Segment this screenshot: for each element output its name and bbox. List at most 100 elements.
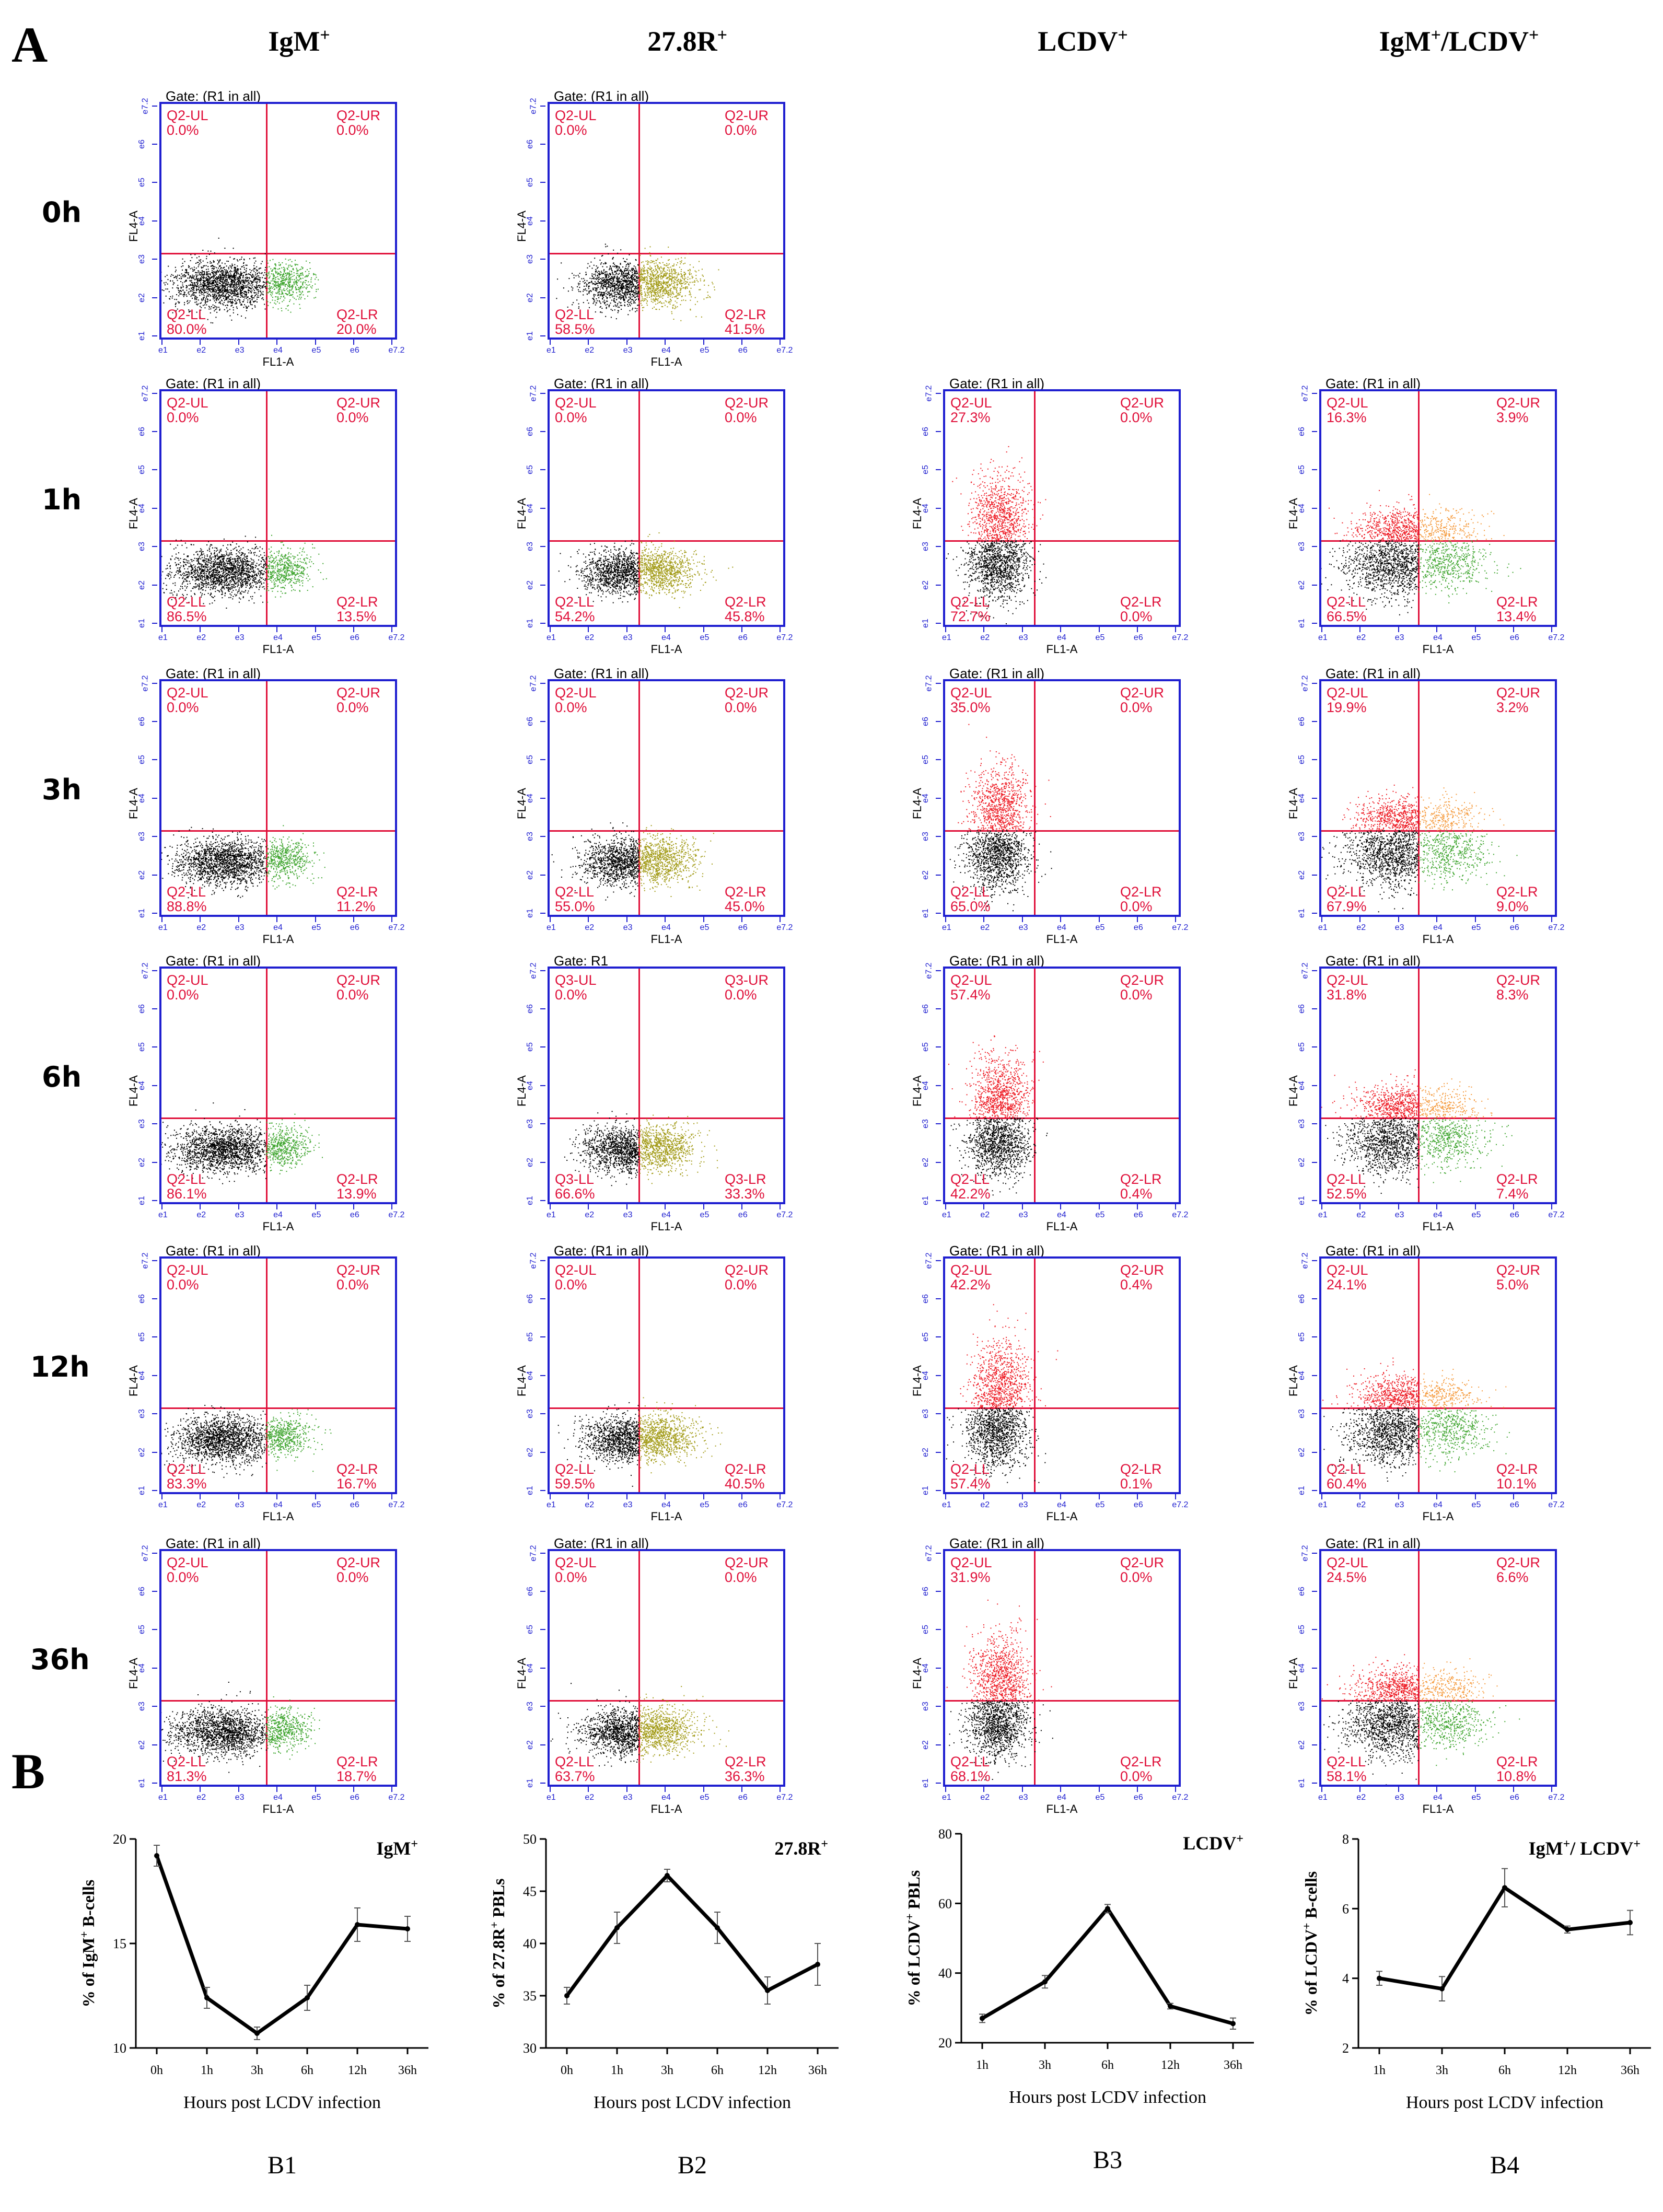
quadrant-ll-label: Q2-LL 67.9% <box>1327 884 1367 914</box>
quadrant-ul-label: Q2-UL 42.2% <box>950 1262 992 1293</box>
x-tick-label: e2 <box>196 1793 206 1802</box>
row-label-0h: 0h <box>42 196 82 229</box>
x-tick-label: e2 <box>980 1210 990 1219</box>
plot-frame: Q2-UL 35.0% Q2-UR 0.0% Q2-LL 65.0% Q2-LR 0.0% <box>943 679 1181 917</box>
quadrant-ll-value: 66.6% <box>555 1186 595 1202</box>
gate-label: Gate: (R1 in all) <box>166 88 261 104</box>
y-tick <box>1312 1413 1317 1415</box>
plot-frame: Q2-UL 0.0% Q2-UR 0.0% Q2-LL 55.0% Q2-LR 45.0% <box>548 679 785 917</box>
gate-label: Gate: (R1 in all) <box>166 1535 261 1551</box>
quadrant-lr-value: 13.4% <box>1496 609 1537 624</box>
x-tick-label: e6 <box>1133 633 1143 642</box>
y-tick <box>1312 507 1317 509</box>
y-axis-label: FL4-A <box>515 1365 528 1396</box>
y-axis-ticks: e1 e2 e3 e4 e5 e6 e7.2 <box>526 385 548 628</box>
quadrant-ll-label: Q2-LL 81.3% <box>167 1754 207 1784</box>
x-tick-label-1h: 1h <box>1373 2064 1386 2077</box>
y-tick-label: e6 <box>1297 1004 1306 1014</box>
y-tick <box>540 1085 545 1086</box>
gate-label: Gate: (R1 in all) <box>949 1243 1045 1259</box>
y-tick <box>152 1298 157 1300</box>
x-tick <box>1321 627 1322 632</box>
y-tick-label: e3 <box>137 1119 146 1129</box>
quadrant-lr-value: 0.1% <box>1120 1476 1153 1492</box>
y-tick <box>936 1336 941 1338</box>
x-tick <box>353 1204 354 1209</box>
x-tick-label: e7.2 <box>388 346 405 355</box>
quadrant-lr-value: 13.5% <box>336 609 377 624</box>
quadrant-lr-value: 36.3% <box>725 1768 765 1784</box>
x-tick <box>1175 1204 1177 1209</box>
y-tick <box>1312 431 1317 433</box>
data-point-3h <box>1042 1979 1048 1985</box>
y-tick <box>1312 1008 1317 1010</box>
y-axis-ticks: e1 e2 e3 e4 e5 e6 e7.2 <box>921 675 943 918</box>
y-tick <box>152 1200 157 1201</box>
y-tick-label: e7.2 <box>529 385 538 402</box>
flow-plot-6h-col1: Gate: R1 Q3-UL 0.0% Q3-UR 0.0% Q3-LL 66.6% Q3-L… <box>515 953 793 1233</box>
x-tick-label: e1 <box>546 1793 556 1802</box>
quadrant-lr-value: 0.4% <box>1120 1186 1153 1202</box>
x-tick-label: e2 <box>585 1210 595 1219</box>
y-tick-label: e7.2 <box>529 1545 538 1562</box>
flow-plot-1h-col3: Gate: (R1 in all) Q2-UL 16.3% Q2-UR 3.9% Q2-L… <box>1287 376 1564 656</box>
x-tick <box>1098 917 1100 922</box>
x-tick <box>353 1494 354 1499</box>
y-tick-label: e5 <box>137 755 146 765</box>
x-tick-label-36h: 36h <box>808 2064 827 2077</box>
quadrant-ul-value: 31.8% <box>1327 987 1367 1003</box>
x-tick <box>1359 1204 1361 1209</box>
y-tick <box>152 431 157 433</box>
gate-label: Gate: (R1 in all) <box>1325 666 1421 681</box>
flow-plot-0h-col1: Gate: (R1 in all) Q2-UL 0.0% Q2-UR 0.0% Q2-LL… <box>515 88 793 368</box>
y-tick <box>936 1375 941 1376</box>
x-axis-ticks: e1 e2 e3 e4 e5 e6 e7.2 <box>942 1204 1188 1219</box>
quadrant-ur-value: 0.0% <box>725 987 757 1003</box>
x-tick <box>741 340 742 345</box>
scatter-cloud <box>550 1683 729 1767</box>
x-tick <box>238 1204 239 1209</box>
quadrant-ur-label: Q2-UR 0.0% <box>336 685 381 715</box>
x-tick <box>703 340 704 345</box>
x-tick <box>945 917 946 922</box>
x-axis-label: FL1-A <box>262 1802 294 1815</box>
column-header-2: LCDV+ <box>952 25 1214 57</box>
data-point-12h <box>765 1988 770 1993</box>
y-axis-label: FL4-A <box>515 210 528 242</box>
y-tick <box>152 546 157 548</box>
y-tick-label: e6 <box>137 1587 146 1596</box>
x-axis-ticks: e1 e2 e3 e4 e5 e6 e7.2 <box>1318 627 1564 642</box>
y-tick <box>1312 623 1317 624</box>
y-tick <box>540 259 545 260</box>
x-tick <box>200 1204 201 1209</box>
x-axis-label: FL1-A <box>262 1510 294 1523</box>
row-label-36h: 36h <box>30 1643 90 1676</box>
x-tick <box>1098 627 1100 632</box>
y-tick-label: e1 <box>1297 1778 1306 1788</box>
x-tick-label-6h: 6h <box>1101 2058 1114 2072</box>
quadrant-ul-value: 42.2% <box>950 1277 991 1293</box>
quadrant-ul-value: 31.9% <box>950 1569 991 1585</box>
scatter-cloud <box>161 237 319 324</box>
scatter-cloud <box>161 1405 332 1478</box>
y-tick-label: e2 <box>921 1740 930 1750</box>
x-tick <box>703 627 704 632</box>
x-tick <box>276 340 278 345</box>
quadrant-vline <box>266 969 268 1202</box>
y-tick <box>540 797 545 799</box>
quadrant-lr-label: Q2-LR 11.2% <box>336 884 378 914</box>
plot-frame: Q2-UL 57.4% Q2-UR 0.0% Q2-LL 42.2% Q2-LR 0.4% <box>943 967 1181 1204</box>
y-tick-label: e3 <box>137 542 146 552</box>
x-tick <box>200 627 201 632</box>
scatter-cloud <box>161 1102 323 1184</box>
quadrant-lr-label: Q2-LR 10.8% <box>1496 1754 1538 1784</box>
y-tick-label: e3 <box>1297 1409 1306 1419</box>
quadrant-hline <box>161 253 395 254</box>
x-tick-label: e3 <box>623 346 633 355</box>
x-axis-label: FL1-A <box>262 1220 294 1233</box>
quadrant-ll-label: Q3-LL 66.6% <box>555 1171 595 1202</box>
x-axis-ticks: e1 e2 e3 e4 e5 e6 e7.2 <box>546 1787 793 1802</box>
flow-plot-3h-col3: Gate: (R1 in all) Q2-UL 19.9% Q2-UR 3.2% Q2-L… <box>1287 666 1564 946</box>
quadrant-ur-value: 8.3% <box>1496 987 1529 1003</box>
x-tick <box>1136 1787 1138 1792</box>
